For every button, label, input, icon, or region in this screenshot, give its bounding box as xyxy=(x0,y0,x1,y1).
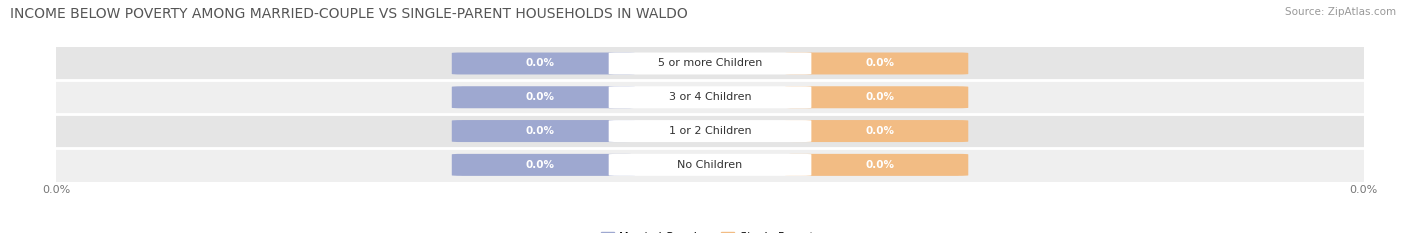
FancyBboxPatch shape xyxy=(451,52,636,75)
Bar xyxy=(56,114,1364,148)
Text: INCOME BELOW POVERTY AMONG MARRIED-COUPLE VS SINGLE-PARENT HOUSEHOLDS IN WALDO: INCOME BELOW POVERTY AMONG MARRIED-COUPL… xyxy=(10,7,688,21)
Text: 0.0%: 0.0% xyxy=(866,92,894,102)
Text: 0.0%: 0.0% xyxy=(526,126,554,136)
FancyBboxPatch shape xyxy=(785,52,969,75)
FancyBboxPatch shape xyxy=(451,86,636,108)
Text: Source: ZipAtlas.com: Source: ZipAtlas.com xyxy=(1285,7,1396,17)
Text: No Children: No Children xyxy=(678,160,742,170)
FancyBboxPatch shape xyxy=(451,154,636,176)
FancyBboxPatch shape xyxy=(785,86,969,108)
Text: 0.0%: 0.0% xyxy=(526,58,554,69)
FancyBboxPatch shape xyxy=(801,154,959,175)
Legend: Married Couples, Single Parents: Married Couples, Single Parents xyxy=(596,227,824,233)
Text: 0.0%: 0.0% xyxy=(526,160,554,170)
FancyBboxPatch shape xyxy=(609,120,811,142)
Bar xyxy=(56,47,1364,80)
FancyBboxPatch shape xyxy=(801,87,959,108)
FancyBboxPatch shape xyxy=(785,120,969,142)
FancyBboxPatch shape xyxy=(785,154,969,176)
FancyBboxPatch shape xyxy=(609,86,811,108)
Text: 3 or 4 Children: 3 or 4 Children xyxy=(669,92,751,102)
Text: 1 or 2 Children: 1 or 2 Children xyxy=(669,126,751,136)
FancyBboxPatch shape xyxy=(801,53,959,74)
FancyBboxPatch shape xyxy=(461,87,619,108)
FancyBboxPatch shape xyxy=(461,154,619,175)
Bar xyxy=(56,148,1364,182)
Text: 5 or more Children: 5 or more Children xyxy=(658,58,762,69)
Text: 0.0%: 0.0% xyxy=(866,160,894,170)
FancyBboxPatch shape xyxy=(609,52,811,75)
FancyBboxPatch shape xyxy=(609,154,811,176)
Text: 0.0%: 0.0% xyxy=(526,92,554,102)
Text: 0.0%: 0.0% xyxy=(866,126,894,136)
FancyBboxPatch shape xyxy=(451,120,636,142)
Text: 0.0%: 0.0% xyxy=(866,58,894,69)
FancyBboxPatch shape xyxy=(461,121,619,141)
FancyBboxPatch shape xyxy=(461,53,619,74)
FancyBboxPatch shape xyxy=(801,121,959,141)
Bar xyxy=(56,80,1364,114)
